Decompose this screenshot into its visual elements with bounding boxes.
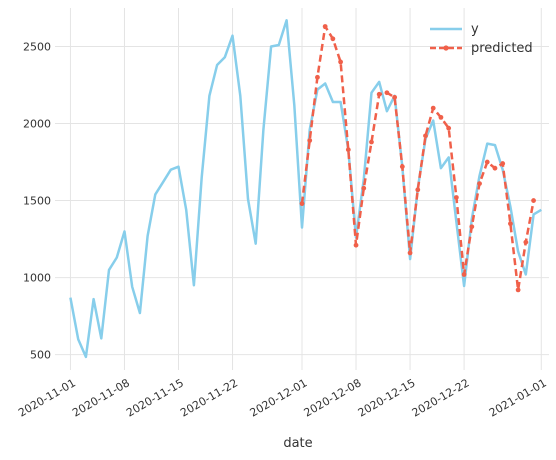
- data-point-predicted: [515, 287, 521, 293]
- legend-label-predicted: predicted: [471, 41, 533, 56]
- data-point-predicted: [415, 187, 421, 193]
- series-line-y: [69, 19, 542, 359]
- series-layer: [69, 19, 542, 359]
- x-tick-label: 2021-01-01: [487, 376, 549, 419]
- data-point-predicted: [453, 195, 459, 200]
- data-point-predicted: [531, 198, 536, 203]
- grid: [55, 8, 549, 370]
- data-point-predicted: [369, 139, 374, 145]
- data-point-predicted: [299, 201, 305, 207]
- data-point-predicted: [407, 250, 413, 256]
- data-point-predicted: [446, 125, 452, 131]
- data-point-predicted: [508, 221, 513, 227]
- y-tick-label: 2000: [23, 118, 51, 131]
- data-point-predicted: [345, 147, 351, 153]
- y-tick-label: 1500: [23, 195, 51, 208]
- data-point-predicted: [399, 164, 405, 170]
- data-point-predicted: [423, 133, 428, 139]
- data-point-predicted: [338, 59, 343, 65]
- data-point-predicted: [430, 105, 436, 111]
- data-point-predicted: [376, 91, 382, 97]
- data-point-predicted: [477, 181, 482, 187]
- data-point-predicted: [330, 36, 336, 42]
- y-tick-label: 500: [30, 349, 51, 362]
- data-point-predicted: [361, 185, 367, 191]
- data-point-predicted: [307, 138, 313, 143]
- x-tick-label: 2020-11-15: [124, 376, 186, 419]
- x-tick-label: 2020-11-22: [178, 376, 240, 419]
- x-tick-label: 2020-12-08: [302, 376, 364, 419]
- data-point-predicted: [384, 90, 390, 96]
- x-tick-label: 2020-12-01: [248, 376, 310, 419]
- x-tick-label: 2020-11-01: [16, 376, 78, 419]
- x-tick-label: 2020-11-08: [70, 376, 132, 419]
- data-point-predicted: [523, 239, 529, 245]
- data-point-predicted: [438, 114, 444, 120]
- legend-marker-predicted: [443, 45, 449, 51]
- y-tick-label: 2500: [23, 41, 51, 54]
- data-point-predicted: [500, 161, 506, 166]
- tick-labels: 50010001500200025002020-11-012020-11-082…: [16, 41, 549, 420]
- x-axis-label: date: [283, 436, 312, 451]
- data-point-predicted: [484, 159, 490, 165]
- data-point-predicted: [353, 242, 359, 248]
- data-point-predicted: [322, 24, 328, 29]
- data-point-predicted: [469, 224, 475, 230]
- x-tick-label: 2020-12-15: [356, 376, 418, 419]
- data-point-predicted: [392, 94, 398, 100]
- data-point-predicted: [315, 74, 320, 80]
- y-tick-label: 1000: [23, 272, 51, 285]
- legend: y predicted: [430, 22, 533, 56]
- data-point-predicted: [461, 272, 467, 277]
- data-point-predicted: [492, 165, 498, 171]
- legend-label-y: y: [471, 22, 479, 37]
- x-tick-label: 2020-12-22: [410, 376, 472, 419]
